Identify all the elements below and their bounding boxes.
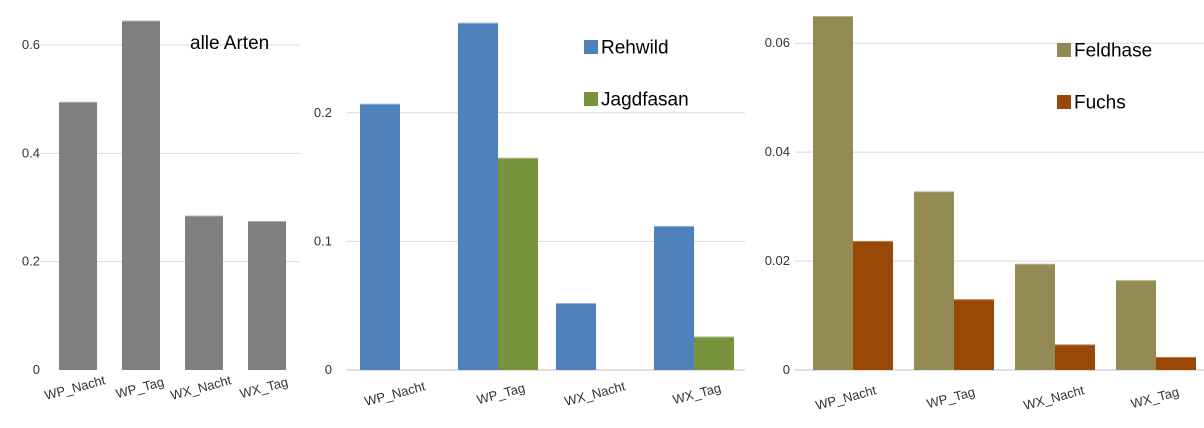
bar-rehwild-wx-tag (654, 225, 694, 370)
y-tick-label: 0.04 (765, 144, 790, 159)
panel-alle-arten: 0 0.2 0.4 0.6 WP_Nacht WP_Tag WX_Nacht WX_Tag al… (22, 20, 300, 403)
y-tick-label: 0.2 (22, 254, 40, 269)
bar-alle-arten-wx-nacht (185, 215, 223, 370)
bar-alle-arten-wp-nacht (59, 101, 97, 371)
x-tick-label-wx-nacht: WX_Nacht (169, 372, 233, 403)
legend-label-fuchs: Fuchs (1074, 93, 1126, 114)
x-tick-label-wx-tag: WX_Tag (671, 380, 722, 407)
bar-fuchs-wp-tag (954, 299, 994, 370)
y-tick-label: 0.2 (314, 105, 332, 120)
legend-label-rehwild: Rehwild (601, 38, 669, 59)
bar-jagdfasan-wp-tag (498, 157, 538, 370)
x-tick-label-wx-nacht: WX_Nacht (563, 378, 627, 409)
bar-rehwild-wp-nacht (360, 103, 400, 370)
x-tick-label-wp-tag: WP_Tag (475, 380, 526, 407)
y-tick-label: 0.4 (22, 145, 40, 160)
panel-feldhase-fuchs: 0 0.02 0.04 0.06 WP_Nacht WP_Tag WX_Nacht WX_Ta… (765, 16, 1204, 413)
bar-fuchs-wx-nacht (1055, 344, 1095, 370)
bar-feldhase-wx-nacht (1015, 263, 1055, 370)
bar-fuchs-wx-tag (1156, 356, 1196, 370)
annotation-label: alle Arten (190, 33, 269, 54)
bar-feldhase-wp-nacht (813, 16, 853, 370)
legend-swatch-jagdfasan (584, 92, 598, 106)
bar-feldhase-wx-tag (1116, 280, 1156, 370)
bar-jagdfasan-wx-tag (694, 336, 734, 370)
legend-swatch-feldhase (1057, 43, 1071, 57)
bar-rehwild-wp-tag (458, 22, 498, 371)
bar-feldhase-wp-tag (914, 191, 954, 370)
legend-label-jagdfasan: Jagdfasan (601, 90, 689, 111)
bar-fuchs-wp-nacht (853, 240, 893, 370)
x-tick-label-wp-tag: WP_Tag (925, 384, 976, 411)
x-tick-label-wp-tag: WP_Tag (114, 374, 165, 401)
legend-swatch-rehwild (584, 40, 598, 54)
bar-rehwild-wx-nacht (556, 303, 596, 370)
bar-alle-arten-wp-tag (122, 20, 160, 370)
x-tick-label-wx-nacht: WX_Nacht (1022, 382, 1086, 413)
y-tick-label: 0 (33, 362, 40, 377)
y-tick-label: 0 (783, 362, 790, 377)
x-tick-label-wp-nacht: WP_Nacht (814, 382, 878, 413)
legend-label-feldhase: Feldhase (1074, 41, 1152, 62)
y-tick-label: 0.1 (314, 233, 332, 248)
x-tick-label-wx-tag: WX_Tag (238, 374, 289, 401)
y-tick-label: 0.02 (765, 253, 790, 268)
panel-rehwild-jagdfasan: 0 0.1 0.2 WP_Nacht WP_Tag WX_Nacht WX_Tag Rehwi… (314, 22, 745, 409)
legend-swatch-fuchs (1057, 95, 1071, 109)
y-tick-label: 0 (325, 362, 332, 377)
x-tick-label-wp-nacht: WP_Nacht (43, 372, 107, 403)
y-tick-label: 0.6 (22, 37, 40, 52)
y-tick-label: 0.06 (765, 35, 790, 50)
x-tick-label-wx-tag: WX_Tag (1129, 384, 1180, 411)
bar-alle-arten-wx-tag (248, 221, 286, 370)
x-tick-label-wp-nacht: WP_Nacht (363, 378, 427, 409)
